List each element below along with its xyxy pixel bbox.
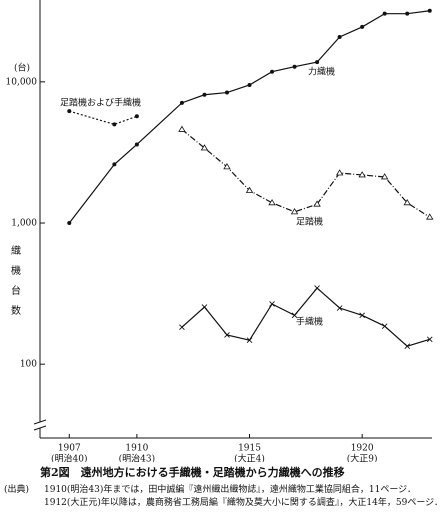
point [202,92,207,97]
series-line [181,128,431,218]
x-tick-sublabel: (明治40) [51,453,87,463]
point [246,337,253,343]
point [381,323,388,329]
point [315,60,320,65]
series-line [69,110,138,125]
point [224,332,230,338]
point [426,213,434,220]
y-tick-label: 10,000 [6,77,38,87]
point [290,208,299,215]
point [134,114,139,119]
axis-break [33,425,47,431]
point [313,200,321,207]
point [245,186,254,193]
source: (出典) 1910(明治43)年までは，田中誠編『遠州織出織物誌』，遠州織物工業… [4,484,444,510]
point [223,163,231,170]
point [337,34,342,39]
point [358,171,366,178]
y-axis-label: 織機台数 [9,244,21,325]
point [179,324,185,330]
x-tick-label: 1915 [238,444,261,454]
point [269,301,275,307]
point [112,162,117,167]
point [427,8,432,13]
point [314,285,320,291]
y-unit: (台) [14,62,30,74]
series-label: 手織機 [296,316,323,328]
x-tick-label: 1920 [351,444,374,454]
x-tick-sublabel: (大正4) [234,453,265,463]
caption: 第2図 遠州地方における手織機・足踏機から力織機への推移 [40,466,345,479]
point [67,221,72,226]
point [200,144,209,151]
point [291,312,298,319]
point [382,11,387,16]
axis-break [33,419,47,425]
series-label: 足踏機および手織機 [60,97,141,109]
point [404,343,411,350]
y-tick-label: 1,000 [11,219,37,229]
axis-break-gap [34,422,46,428]
point [426,336,433,343]
source-label: (出典) [4,485,30,495]
point [201,304,208,310]
point [224,90,229,95]
point [292,64,297,69]
point [360,24,365,29]
point [270,69,275,74]
series-line [181,287,430,347]
point [359,312,365,319]
chart: (台) 織機台数 100 1,000 10,000 1907(明治40) 1910(明治… [6,0,434,463]
x-tick-sublabel: (大正9) [347,453,378,463]
point [405,11,410,16]
point [178,125,186,132]
point [247,82,252,87]
source-line: 1912(大正元)年以降は，農商務省工務局編『織物及莫大小に関する調査』，大正1… [44,498,443,508]
point [112,122,117,127]
x-tick-label: 1910 [125,444,148,454]
point [380,173,389,180]
point [67,109,72,114]
x-tick-label: 1907 [58,444,81,454]
series-label: 足踏機 [296,216,323,228]
point [336,305,343,311]
x-tick-sublabel: (明治43) [119,453,155,463]
point [179,100,184,105]
point [268,199,276,206]
point [403,199,411,206]
series-label: 力織機 [308,66,335,78]
point [335,169,344,176]
y-tick-label: 100 [20,360,37,370]
source-line: 1910(明治43)年までは，田中誠編『遠州織出織物誌』，遠州織物工業協同組合，… [44,485,416,495]
point [134,142,139,147]
